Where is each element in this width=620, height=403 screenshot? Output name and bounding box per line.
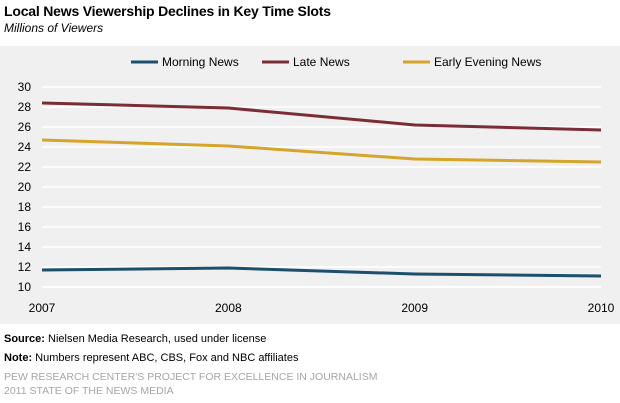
series-lines [41, 101, 602, 278]
source-label: Source: [4, 333, 45, 345]
y-tick-label: 18 [18, 200, 32, 214]
x-tick-label: 2009 [401, 301, 428, 315]
legend-label: Late News [293, 55, 350, 69]
brand-line-2: 2011 STATE OF THE NEWS MEDIA [4, 385, 174, 397]
y-tick-label: 26 [18, 120, 32, 134]
y-tick-label: 20 [18, 180, 32, 194]
legend-label: Morning News [162, 55, 239, 69]
series-line [41, 138, 602, 164]
y-tick-label: 30 [18, 80, 32, 94]
grid-lines [42, 86, 601, 288]
note-line: Note: Numbers represent ABC, CBS, Fox an… [4, 352, 298, 364]
note-text: Numbers represent ABC, CBS, Fox and NBC … [35, 352, 299, 364]
source-text: Nielsen Media Research, used under licen… [48, 333, 267, 345]
x-axis-tick-labels: 2007 2008 2009 2010 [29, 301, 615, 315]
note-label: Note: [4, 352, 33, 364]
y-axis-tick-labels: 10 12 14 16 18 20 22 24 26 28 30 [18, 80, 32, 294]
legend-label: Early Evening News [434, 55, 541, 69]
y-tick-label: 28 [18, 100, 32, 114]
y-tick-label: 12 [18, 260, 32, 274]
y-tick-label: 10 [18, 280, 32, 294]
y-tick-label: 16 [18, 220, 32, 234]
chart-subtitle: Millions of Viewers [4, 21, 104, 35]
brand-line-1: PEW RESEARCH CENTER'S PROJECT FOR EXCELL… [4, 371, 378, 383]
source-line: Source: Nielsen Media Research, used und… [4, 333, 266, 345]
y-tick-label: 24 [18, 140, 32, 154]
chart-title: Local News Viewership Declines in Key Ti… [4, 3, 331, 19]
series-line [41, 101, 602, 132]
chart-area-background [0, 46, 620, 324]
x-tick-label: 2008 [215, 301, 242, 315]
series-line [41, 266, 602, 278]
x-tick-label: 2007 [29, 301, 56, 315]
legend: Morning News Late News Early Evening News [131, 55, 541, 69]
x-tick-label: 2010 [588, 301, 615, 315]
y-tick-label: 22 [18, 160, 32, 174]
y-tick-label: 14 [18, 240, 32, 254]
